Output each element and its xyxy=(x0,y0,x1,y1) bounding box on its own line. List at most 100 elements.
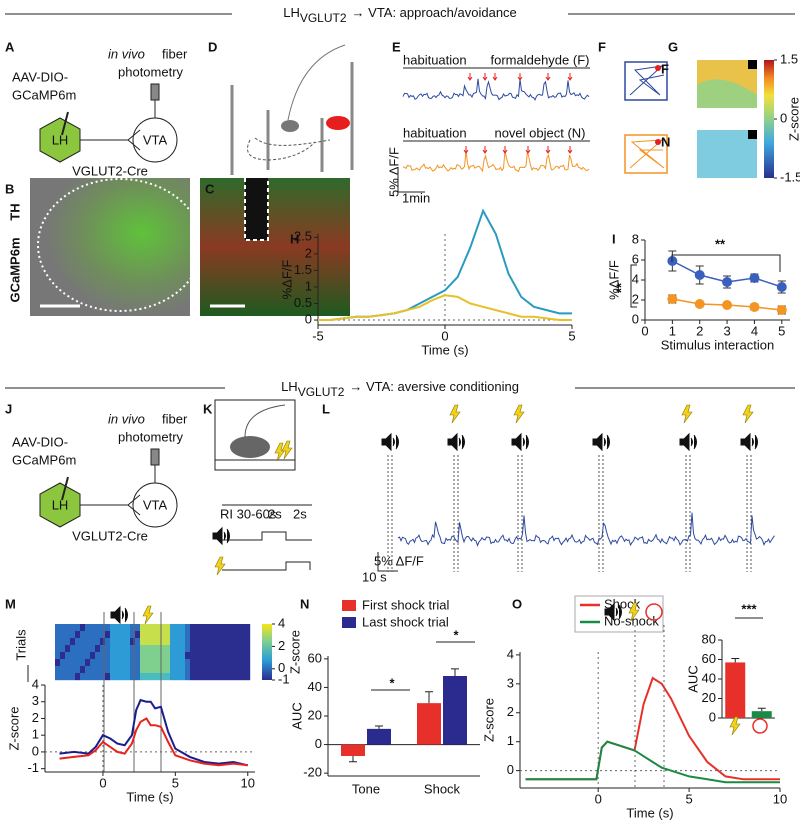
heat-cell xyxy=(55,652,61,660)
heat-cell xyxy=(210,638,216,646)
label: 10 s xyxy=(362,569,387,584)
fiber xyxy=(150,448,160,466)
y-tick-label: 20 xyxy=(308,707,322,722)
heat-cell xyxy=(85,659,91,667)
heat-cell xyxy=(180,638,186,646)
heat-cell xyxy=(90,631,96,639)
heat-cell xyxy=(200,624,206,632)
label: fiber xyxy=(162,46,188,61)
heat-cell xyxy=(160,666,166,674)
lh-hexagon xyxy=(39,482,81,528)
y-tick-label: 80 xyxy=(702,631,716,646)
heat-cell xyxy=(70,645,76,653)
label: 1min xyxy=(402,190,430,205)
heat-cell xyxy=(185,659,191,667)
heat-cell xyxy=(115,666,121,674)
heat-cell xyxy=(230,638,236,646)
heat-cell xyxy=(180,659,186,667)
label: VGLUT2-Cre xyxy=(72,163,148,178)
scale-bar xyxy=(377,552,398,572)
stim-arrow xyxy=(482,73,488,81)
tone-icon xyxy=(381,432,399,452)
significance: * xyxy=(389,675,395,690)
heat-cell xyxy=(150,666,156,674)
heat-cell xyxy=(225,673,231,681)
heat-cell xyxy=(105,631,111,639)
heat-cell xyxy=(100,673,106,681)
heat-cell xyxy=(85,645,91,653)
x-tick-label: -5 xyxy=(312,328,324,343)
heat-cell xyxy=(150,673,156,681)
tone-icon xyxy=(110,605,128,625)
heat-cell xyxy=(150,652,156,660)
x-tick-label: 10 xyxy=(241,775,255,790)
heat-cell xyxy=(90,673,96,681)
significance: ** xyxy=(715,236,726,251)
title-part: LH xyxy=(283,5,300,20)
label: 5% ΔF/F xyxy=(374,553,424,568)
heat-cell xyxy=(200,638,206,646)
heat-cell xyxy=(130,659,136,667)
x-tick-label: 10 xyxy=(773,791,787,806)
track-box xyxy=(624,61,668,101)
trace xyxy=(402,78,590,101)
shock-icon xyxy=(729,716,741,736)
label: -1.5 xyxy=(780,169,800,184)
heat-cell xyxy=(135,624,141,632)
significance: ** xyxy=(613,282,628,293)
heat-cell xyxy=(210,645,216,653)
heat-cell xyxy=(225,645,231,653)
histology-image xyxy=(200,178,350,316)
heat-cell xyxy=(215,624,221,632)
panel-letter: N xyxy=(300,596,309,611)
heat-cell xyxy=(115,638,121,646)
heat-cell xyxy=(145,645,151,653)
heat-cell xyxy=(75,652,81,660)
heat-cell xyxy=(150,631,156,639)
heat-cell xyxy=(220,659,226,667)
stim-arrow xyxy=(463,146,469,154)
heat-cell xyxy=(185,666,191,674)
y-tick-label: 60 xyxy=(308,650,322,665)
title-part: LH xyxy=(281,379,298,394)
heat-cell xyxy=(185,624,191,632)
fiber xyxy=(150,83,160,101)
heat-cell xyxy=(95,659,101,667)
fiber-cable xyxy=(244,404,286,438)
stim-arrow xyxy=(517,73,523,81)
x-tick-label: 0 xyxy=(595,791,602,806)
heat-cell xyxy=(125,659,131,667)
heat-cell xyxy=(135,638,141,646)
heat-cell xyxy=(235,631,241,639)
heat-cell xyxy=(210,652,216,660)
mouse xyxy=(230,436,270,458)
y-axis-label: AUC xyxy=(685,665,700,692)
heat-cell xyxy=(170,666,176,674)
heat-cell xyxy=(220,631,226,639)
heat-cell xyxy=(85,624,91,632)
heat-cell xyxy=(110,624,116,632)
heat-cell xyxy=(210,624,216,632)
heat-cell xyxy=(145,631,151,639)
significance: * xyxy=(453,627,459,642)
heat-cell xyxy=(105,673,111,681)
fiber-cable xyxy=(287,44,346,121)
y-tick-label: 6 xyxy=(632,251,639,266)
heat-cell xyxy=(195,652,201,660)
y-tick-label: 0 xyxy=(632,311,639,326)
heat-cell xyxy=(65,659,71,667)
heat-cell xyxy=(140,652,146,660)
heat-cell xyxy=(100,631,106,639)
heat-cell xyxy=(245,645,251,653)
y-tick-label: 1 xyxy=(32,727,39,742)
y-tick-label: 60 xyxy=(702,651,716,666)
heat-cell xyxy=(200,645,206,653)
legend-swatch xyxy=(342,600,356,611)
heat-cell xyxy=(235,652,241,660)
y-axis-label: %ΔF/F xyxy=(606,260,621,300)
heat-cell xyxy=(190,666,196,674)
y-axis-label: Z-score xyxy=(481,698,496,742)
heat-cell xyxy=(60,666,66,674)
heat-cell xyxy=(130,652,136,660)
x-tick-label: Shock xyxy=(424,781,461,796)
